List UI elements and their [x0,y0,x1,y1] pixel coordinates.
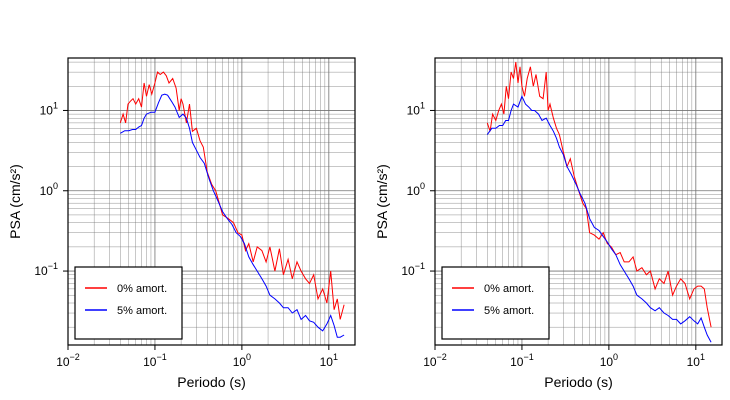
series-line-amort-5 [120,93,345,338]
tick-base: 10 [40,103,54,117]
y-tick-label: 101 [407,100,425,117]
tick-exponent: 1 [700,352,705,362]
legend-label-amort-0: 0% amort. [117,283,167,295]
legend-box [441,266,550,340]
tick-base: 10 [407,184,421,198]
x-tick-label: 10−2 [56,352,80,369]
tick-base: 10 [233,355,247,369]
plot-frame [434,57,723,346]
x-axis-label: Periodo (s) [544,374,612,390]
tick-base: 10 [34,264,48,278]
y-axis-label: PSA (cm/s²) [7,164,23,239]
tick-exponent: 0 [246,352,251,362]
tick-exponent: 1 [333,352,338,362]
tick-exponent: 0 [420,181,425,191]
tick-exponent: 1 [53,100,58,110]
tick-exponent: 0 [613,352,618,362]
y-axis-label: PSA (cm/s²) [374,164,390,239]
tick-base: 10 [56,355,70,369]
tick-exponent: −2 [70,352,80,362]
x-tick-label: 101 [320,352,338,369]
legend: 0% amort. 5% amort. [74,266,183,340]
tick-base: 10 [40,184,54,198]
legend-label-amort-5: 5% amort. [117,305,167,317]
y-tick-label: 10−1 [34,261,58,278]
x-axis-label: Periodo (s) [177,374,245,390]
x-tick-label: 101 [687,352,705,369]
x-tick-label: 10−1 [510,352,534,369]
tick-exponent: −1 [523,352,533,362]
tick-exponent: −1 [415,261,425,271]
legend-box [74,266,183,340]
tick-exponent: −1 [48,261,58,271]
tick-base: 10 [407,103,421,117]
tick-base: 10 [600,355,614,369]
plot-frame [67,57,356,346]
tick-base: 10 [143,355,157,369]
y-tick-label: 100 [407,181,425,198]
series-line-amort-0 [119,71,345,320]
tick-exponent: 1 [420,100,425,110]
tick-base: 10 [320,355,334,369]
x-tick-label: 100 [600,352,618,369]
tick-exponent: −2 [437,352,447,362]
tick-base: 10 [687,355,701,369]
grid [434,58,723,345]
x-tick-label: 10−1 [143,352,167,369]
tick-base: 10 [401,264,415,278]
tick-base: 10 [423,355,437,369]
legend: 0% amort. 5% amort. [441,266,550,340]
y-tick-label: 10−1 [401,261,425,278]
tick-exponent: 0 [53,181,58,191]
tick-exponent: −1 [156,352,166,362]
y-tick-label: 101 [40,100,58,117]
series-line-amort-5 [486,94,712,343]
tick-base: 10 [510,355,524,369]
y-tick-label: 100 [40,181,58,198]
x-tick-label: 100 [233,352,251,369]
legend-label-amort-0: 0% amort. [484,283,534,295]
legend-label-amort-5: 5% amort. [484,305,534,317]
grid [67,58,356,345]
x-tick-label: 10−2 [423,352,447,369]
